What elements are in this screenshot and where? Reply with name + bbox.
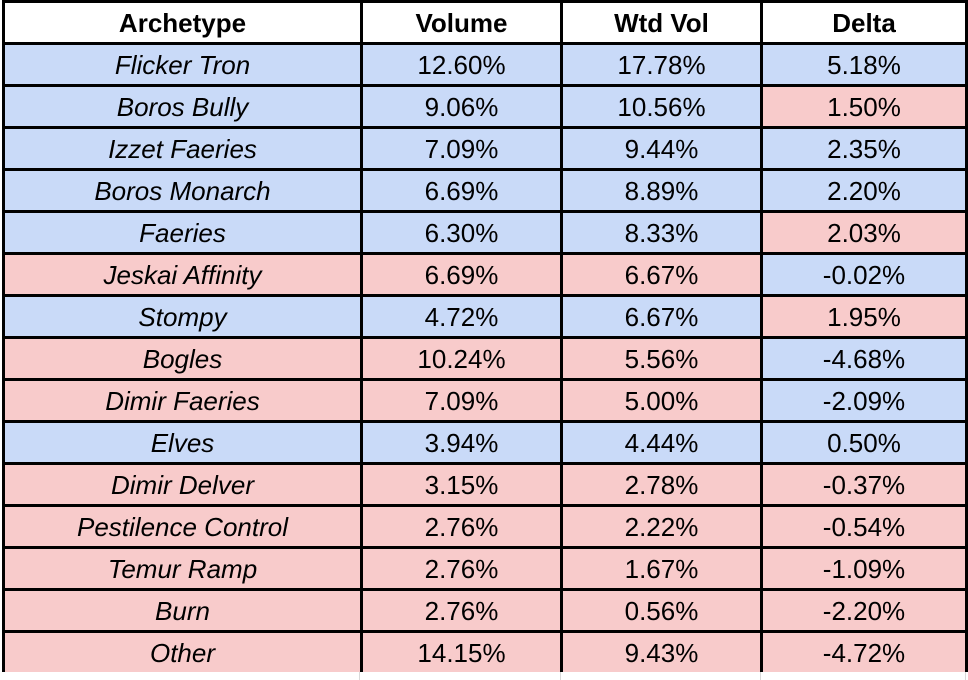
volume-cell: 2.76%: [360, 546, 563, 591]
wtd-vol-cell: 1.67%: [560, 546, 763, 591]
wtd-vol-cell: 9.43%: [560, 630, 763, 675]
spreadsheet-gridlines-strip: [0, 672, 968, 680]
volume-cell: 12.60%: [360, 42, 563, 87]
table-row: Other 14.15% 9.43% -4.72%: [2, 630, 968, 675]
delta-cell: -4.72%: [760, 630, 968, 675]
delta-cell: -4.68%: [760, 336, 968, 381]
volume-cell: 7.09%: [360, 126, 563, 171]
delta-cell: 5.18%: [760, 42, 968, 87]
wtd-vol-cell: 0.56%: [560, 588, 763, 633]
volume-cell: 3.15%: [360, 462, 563, 507]
column-header-archetype: Archetype: [2, 0, 363, 45]
table-row: Pestilence Control 2.76% 2.22% -0.54%: [2, 504, 968, 549]
delta-cell: -0.54%: [760, 504, 968, 549]
delta-cell: 2.35%: [760, 126, 968, 171]
archetype-cell: Elves: [2, 420, 363, 465]
table-row: Elves 3.94% 4.44% 0.50%: [2, 420, 968, 465]
wtd-vol-cell: 2.78%: [560, 462, 763, 507]
volume-cell: 6.69%: [360, 252, 563, 297]
delta-cell: 1.95%: [760, 294, 968, 339]
delta-cell: 2.20%: [760, 168, 968, 213]
delta-cell: 1.50%: [760, 84, 968, 129]
archetype-cell: Boros Monarch: [2, 168, 363, 213]
table-row: Stompy 4.72% 6.67% 1.95%: [2, 294, 968, 339]
wtd-vol-cell: 10.56%: [560, 84, 763, 129]
volume-cell: 6.69%: [360, 168, 563, 213]
archetype-cell: Other: [2, 630, 363, 675]
table-row: Bogles 10.24% 5.56% -4.68%: [2, 336, 968, 381]
table-row: Faeries 6.30% 8.33% 2.03%: [2, 210, 968, 255]
archetype-cell: Temur Ramp: [2, 546, 363, 591]
column-header-wtd-vol: Wtd Vol: [560, 0, 763, 45]
volume-cell: 10.24%: [360, 336, 563, 381]
table-row: Jeskai Affinity 6.69% 6.67% -0.02%: [2, 252, 968, 297]
wtd-vol-cell: 8.89%: [560, 168, 763, 213]
archetype-cell: Dimir Delver: [2, 462, 363, 507]
gridline: [965, 672, 966, 680]
archetype-cell: Faeries: [2, 210, 363, 255]
gridline: [560, 672, 561, 680]
wtd-vol-cell: 9.44%: [560, 126, 763, 171]
delta-cell: 2.03%: [760, 210, 968, 255]
wtd-vol-cell: 17.78%: [560, 42, 763, 87]
header-row: Archetype Volume Wtd Vol Delta: [2, 0, 968, 45]
table-row: Dimir Delver 3.15% 2.78% -0.37%: [2, 462, 968, 507]
wtd-vol-cell: 5.00%: [560, 378, 763, 423]
archetype-cell: Flicker Tron: [2, 42, 363, 87]
table-row: Boros Monarch 6.69% 8.89% 2.20%: [2, 168, 968, 213]
gridline: [760, 672, 761, 680]
delta-cell: 0.50%: [760, 420, 968, 465]
volume-cell: 6.30%: [360, 210, 563, 255]
archetype-cell: Pestilence Control: [2, 504, 363, 549]
table-body: Flicker Tron 12.60% 17.78% 5.18% Boros Bully…: [2, 42, 968, 675]
wtd-vol-cell: 8.33%: [560, 210, 763, 255]
delta-cell: -2.09%: [760, 378, 968, 423]
delta-cell: -2.20%: [760, 588, 968, 633]
table-row: Dimir Faeries 7.09% 5.00% -2.09%: [2, 378, 968, 423]
volume-cell: 2.76%: [360, 588, 563, 633]
table-row: Burn 2.76% 0.56% -2.20%: [2, 588, 968, 633]
column-header-delta: Delta: [760, 0, 968, 45]
archetype-cell: Boros Bully: [2, 84, 363, 129]
delta-cell: -0.02%: [760, 252, 968, 297]
volume-cell: 2.76%: [360, 504, 563, 549]
archetype-cell: Stompy: [2, 294, 363, 339]
wtd-vol-cell: 4.44%: [560, 420, 763, 465]
column-header-volume: Volume: [360, 0, 563, 45]
archetype-cell: Izzet Faeries: [2, 126, 363, 171]
table-row: Izzet Faeries 7.09% 9.44% 2.35%: [2, 126, 968, 171]
volume-cell: 14.15%: [360, 630, 563, 675]
delta-cell: -1.09%: [760, 546, 968, 591]
archetype-cell: Jeskai Affinity: [2, 252, 363, 297]
table-row: Boros Bully 9.06% 10.56% 1.50%: [2, 84, 968, 129]
archetype-cell: Bogles: [2, 336, 363, 381]
volume-cell: 9.06%: [360, 84, 563, 129]
archetype-cell: Burn: [2, 588, 363, 633]
table-row: Temur Ramp 2.76% 1.67% -1.09%: [2, 546, 968, 591]
table-row: Flicker Tron 12.60% 17.78% 5.18%: [2, 42, 968, 87]
delta-cell: -0.37%: [760, 462, 968, 507]
volume-cell: 3.94%: [360, 420, 563, 465]
wtd-vol-cell: 2.22%: [560, 504, 763, 549]
archetype-cell: Dimir Faeries: [2, 378, 363, 423]
volume-cell: 4.72%: [360, 294, 563, 339]
volume-cell: 7.09%: [360, 378, 563, 423]
wtd-vol-cell: 5.56%: [560, 336, 763, 381]
gridline: [359, 672, 360, 680]
wtd-vol-cell: 6.67%: [560, 294, 763, 339]
wtd-vol-cell: 6.67%: [560, 252, 763, 297]
